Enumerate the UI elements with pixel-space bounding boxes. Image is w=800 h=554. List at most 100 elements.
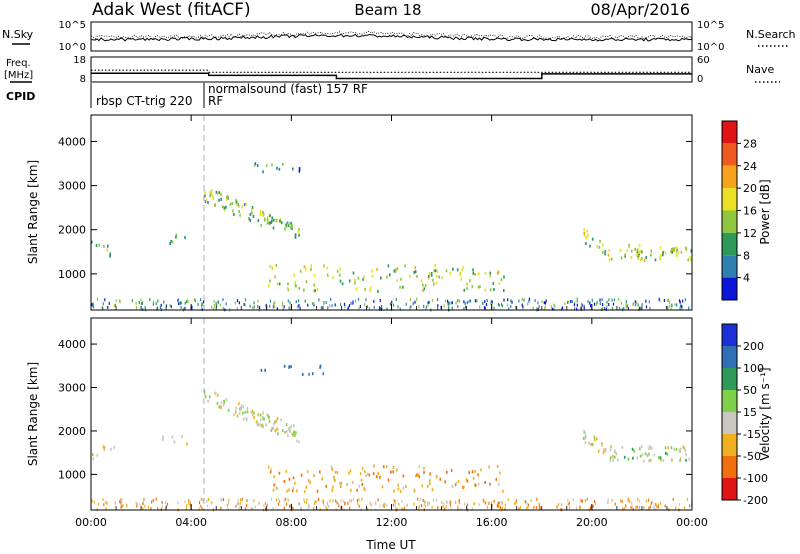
echo-cell	[334, 470, 337, 474]
echo-cell	[433, 269, 436, 273]
ground-cell	[306, 501, 308, 505]
echo-cell	[489, 274, 492, 278]
ground-cell	[538, 502, 540, 506]
echo-cell	[644, 258, 646, 262]
ground-cell	[484, 300, 486, 303]
ground-cell	[398, 503, 400, 506]
echo-cell	[377, 289, 379, 293]
ground-cell	[322, 498, 324, 502]
echo-cell	[270, 220, 272, 224]
freq-panel: Freq. [MHz] 18 8 60 0 Nave	[4, 55, 780, 85]
ground-cell	[235, 504, 237, 508]
ground-cell	[445, 505, 447, 509]
ground-cell	[574, 307, 576, 311]
ground-cell	[188, 501, 191, 505]
ground-cell	[525, 500, 527, 504]
echo-cell	[235, 198, 237, 202]
echo-cell	[276, 219, 278, 223]
ground-cell	[518, 299, 520, 303]
echo-cell	[107, 244, 109, 248]
ground-cell	[530, 499, 532, 503]
echo-cell	[627, 457, 630, 461]
ground-cell	[201, 302, 203, 306]
ground-cell	[156, 306, 158, 310]
echo-cell	[215, 190, 218, 194]
echo-cell	[639, 454, 642, 458]
ground-cell	[418, 505, 420, 509]
ground-cell	[447, 302, 449, 306]
echo-cell	[236, 203, 238, 207]
echo-cell	[238, 210, 240, 213]
ground-cell	[356, 499, 358, 502]
ground-cell	[344, 304, 346, 308]
echo-cell	[364, 470, 366, 474]
ground-cell	[447, 299, 449, 303]
ground-cell	[410, 305, 412, 309]
ground-cell	[352, 498, 354, 502]
colorbar-tick-label: 16	[743, 205, 757, 218]
echo-cell	[113, 445, 115, 449]
ground-cell	[300, 506, 302, 510]
ground-cell	[274, 305, 276, 308]
colorbar-swatch	[722, 188, 737, 211]
echo-cell	[673, 447, 676, 451]
echo-cell	[583, 429, 585, 433]
ground-cell	[253, 499, 255, 503]
ground-cell	[386, 307, 388, 311]
echo-cell	[462, 265, 465, 269]
echo-cell	[251, 208, 253, 212]
ground-cell	[536, 306, 538, 310]
echo-cell	[675, 448, 678, 451]
ground-cell	[486, 299, 488, 302]
ground-cell	[180, 306, 182, 309]
echo-cell	[239, 213, 241, 217]
colorbar-swatch	[722, 346, 737, 368]
echo-cell	[259, 418, 262, 422]
echo-cell	[259, 413, 262, 417]
echo-cell	[602, 448, 605, 452]
echo-cell	[297, 229, 300, 233]
echo-cell	[623, 455, 626, 459]
ground-cell	[520, 505, 522, 509]
echo-cell	[340, 485, 342, 488]
ground-cell	[464, 502, 466, 506]
ground-cell	[497, 302, 499, 306]
ground-cell	[177, 298, 179, 302]
nsearch-tick-top: 10^5	[697, 20, 724, 31]
echo-cell	[250, 410, 253, 414]
echo-cell	[280, 221, 283, 225]
echo-cell	[242, 405, 245, 409]
ground-cell	[165, 304, 167, 308]
echo-cell	[216, 401, 219, 405]
ground-cell	[678, 503, 681, 507]
echo-cell	[266, 218, 269, 222]
ground-cell	[574, 301, 576, 305]
ground-cell	[645, 499, 647, 503]
echo-cell	[326, 266, 329, 270]
echo-cell	[630, 255, 633, 259]
echo-cell	[210, 190, 213, 194]
echo-cell	[303, 490, 306, 494]
ground-cell	[556, 505, 558, 509]
ground-cell	[343, 499, 345, 503]
echo-cell	[414, 270, 417, 273]
echo-cell	[430, 271, 433, 275]
ground-cell	[443, 502, 445, 506]
ground-cell	[666, 298, 669, 302]
echo-cell	[619, 248, 622, 252]
ground-cell	[427, 304, 429, 307]
ground-cell	[523, 298, 525, 302]
ground-cell	[326, 507, 328, 511]
ground-cell	[504, 507, 506, 511]
ground-cell	[320, 306, 322, 310]
echo-cell	[604, 449, 607, 453]
echo-cell	[313, 474, 315, 478]
date-title: 08/Apr/2016	[590, 0, 690, 19]
echo-cell	[591, 443, 594, 447]
ground-cell	[184, 306, 186, 310]
echo-cell	[433, 282, 435, 286]
ground-cell	[284, 498, 286, 502]
ground-cell	[521, 297, 523, 301]
ground-cell	[227, 507, 229, 511]
echo-cell	[278, 167, 281, 171]
